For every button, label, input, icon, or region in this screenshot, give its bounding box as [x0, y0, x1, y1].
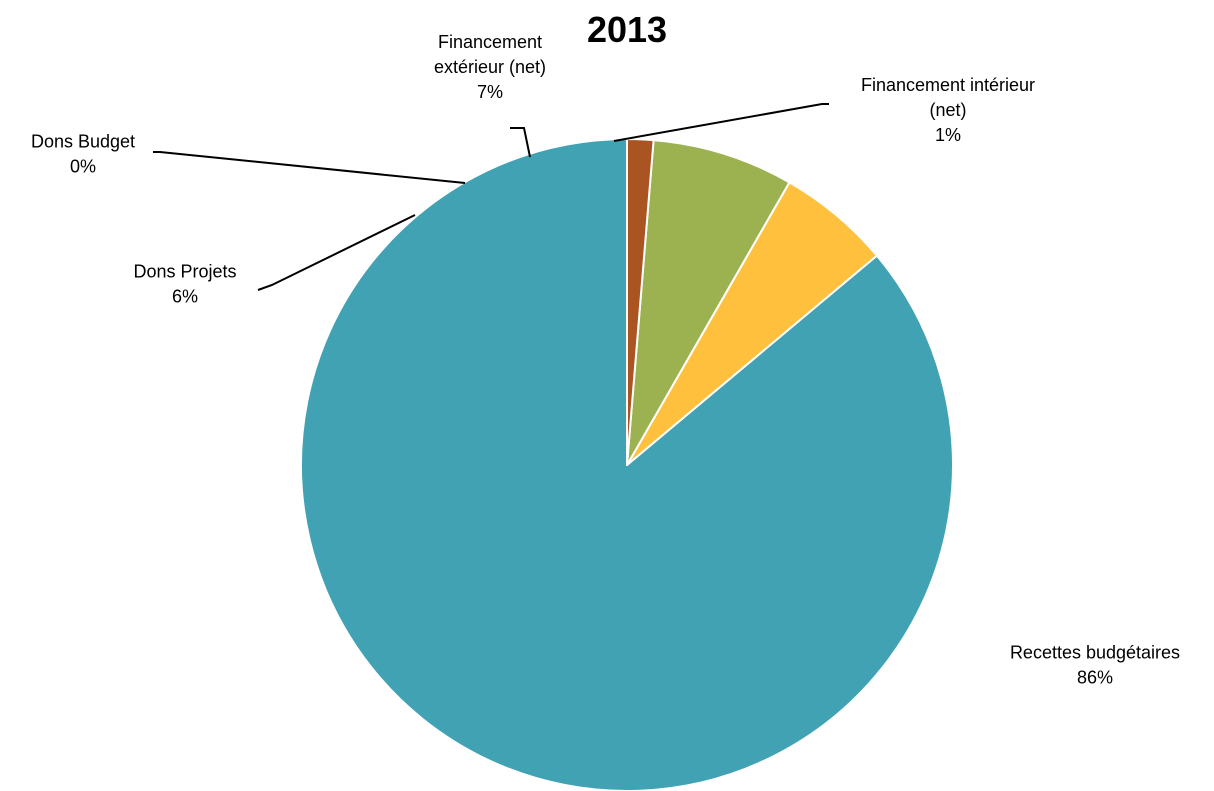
data-label-percent: 6% [172, 287, 198, 307]
leader-line [613, 103, 829, 142]
data-label-percent: 1% [935, 125, 961, 145]
data-label-percent: 0% [70, 157, 96, 177]
data-label: Dons Budget 0% [31, 132, 135, 177]
chart-title: 2013 [587, 9, 667, 50]
data-labels: Recettes budgétaires 86%Dons Projets 6%Don… [31, 32, 1180, 688]
pie-slices [300, 138, 954, 791]
leader-line [153, 151, 466, 184]
data-label: Dons Projets 6% [133, 262, 236, 307]
data-label-category: Financement [438, 32, 542, 52]
pie-slice-recettes-budgetaires [300, 138, 954, 791]
leader-lines [153, 103, 829, 291]
data-label-category: Dons Projets [133, 262, 236, 282]
data-label: Financement extérieur (net) 7% [434, 32, 546, 102]
data-label-percent: 86% [1077, 668, 1113, 688]
data-label-category: (net) [929, 100, 966, 120]
data-label-category: Financement intérieur [861, 75, 1035, 95]
data-label: Financement intérieur (net) 1% [861, 75, 1035, 145]
data-label-percent: 7% [477, 82, 503, 102]
leader-line [257, 214, 416, 291]
data-label-category: extérieur (net) [434, 57, 546, 77]
data-label-category: Recettes budgétaires [1010, 643, 1180, 663]
leader-line [510, 127, 531, 158]
data-label-category: Dons Budget [31, 132, 135, 152]
pie-slice-financement-exterieur-net [626, 139, 791, 466]
data-label: Recettes budgétaires 86% [1010, 643, 1180, 688]
